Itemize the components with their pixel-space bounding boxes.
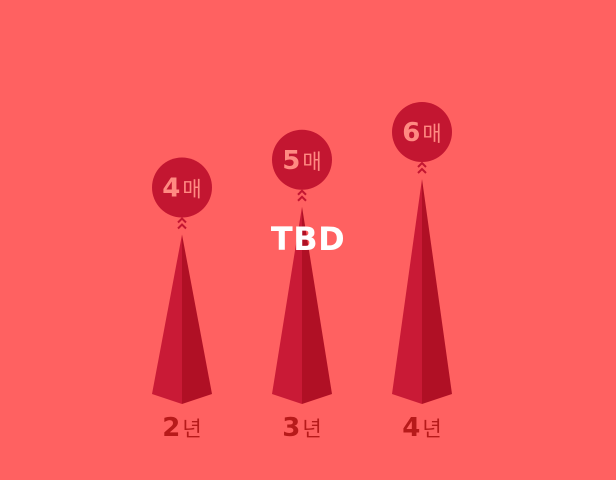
- double-chevron-up-icon: [177, 217, 187, 230]
- spike-bar-2: 4매 2년: [152, 157, 212, 443]
- double-chevron-up-icon: [297, 189, 307, 202]
- spike-left-face: [392, 179, 422, 404]
- spike-bar-4: 6매 4년: [392, 102, 452, 443]
- spike-left-face: [272, 206, 302, 404]
- category-label: 4년: [402, 413, 441, 443]
- value-label: 4매: [162, 174, 201, 204]
- value-bubble: [152, 157, 212, 218]
- category-label: 2년: [162, 413, 201, 443]
- spike-left-face: [152, 234, 182, 404]
- spike-bar-3: 5매 3년: [272, 129, 332, 443]
- double-chevron-up-icon: [417, 161, 427, 174]
- category-label: 3년: [282, 413, 321, 443]
- spike-right-face: [182, 234, 212, 404]
- value-label: 5매: [282, 146, 321, 176]
- value-bubble: [272, 129, 332, 190]
- spike-right-face: [422, 179, 452, 404]
- value-label: 6매: [402, 118, 441, 148]
- value-bubble: [392, 102, 452, 162]
- tbd-overlay-label: TBD: [270, 220, 346, 258]
- spike-right-face: [302, 206, 332, 404]
